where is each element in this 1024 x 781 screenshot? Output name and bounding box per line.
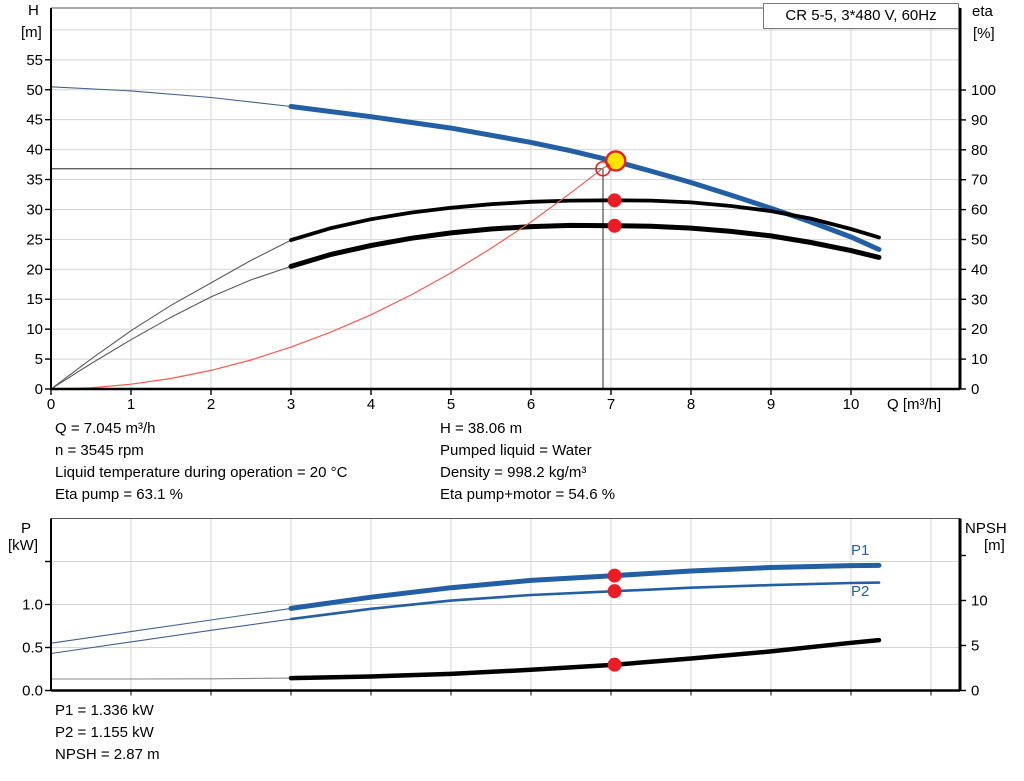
p-axis-title: P bbox=[21, 520, 32, 537]
annotation-line: H = 38.06 m bbox=[440, 420, 523, 437]
svg-text:70: 70 bbox=[971, 172, 988, 189]
svg-text:10: 10 bbox=[971, 351, 988, 368]
svg-text:25: 25 bbox=[26, 231, 43, 248]
svg-text:40: 40 bbox=[971, 261, 988, 278]
eta-axis-unit: [%] bbox=[973, 25, 995, 42]
svg-text:7: 7 bbox=[607, 396, 615, 413]
svg-text:8: 8 bbox=[687, 396, 695, 413]
svg-text:60: 60 bbox=[971, 202, 988, 219]
svg-text:5: 5 bbox=[971, 638, 979, 655]
svg-text:100: 100 bbox=[971, 82, 996, 99]
svg-text:0.0: 0.0 bbox=[22, 683, 43, 700]
svg-text:35: 35 bbox=[26, 172, 43, 189]
svg-text:90: 90 bbox=[971, 112, 988, 129]
operating-data-right: H = 38.06 m Pumped liquid = Water Densit… bbox=[440, 418, 615, 506]
annotation-line: NPSH = 2.87 m bbox=[55, 746, 160, 763]
svg-text:55: 55 bbox=[26, 52, 43, 69]
svg-text:20: 20 bbox=[26, 261, 43, 278]
pump-title-box: CR 5-5, 3*480 V, 60Hz bbox=[763, 3, 959, 29]
svg-text:3: 3 bbox=[287, 396, 295, 413]
svg-text:10: 10 bbox=[26, 321, 43, 338]
svg-text:0: 0 bbox=[35, 381, 43, 398]
annotation-line: Q = 7.045 m³/h bbox=[55, 420, 156, 437]
operating-data-left: Q = 7.045 m³/h n = 3545 rpm Liquid tempe… bbox=[55, 418, 347, 506]
svg-text:40: 40 bbox=[26, 142, 43, 159]
svg-text:1: 1 bbox=[127, 396, 135, 413]
eta-axis-title: eta bbox=[972, 3, 993, 20]
annotation-line: Eta pump = 63.1 % bbox=[55, 486, 183, 503]
h-axis-unit: [m] bbox=[21, 24, 42, 41]
svg-text:0: 0 bbox=[971, 381, 979, 398]
svg-text:2: 2 bbox=[207, 396, 215, 413]
svg-text:10: 10 bbox=[843, 396, 860, 413]
h-axis-title: H bbox=[28, 2, 39, 19]
svg-text:6: 6 bbox=[527, 396, 535, 413]
svg-text:50: 50 bbox=[26, 82, 43, 99]
svg-text:0: 0 bbox=[47, 396, 55, 413]
p-axis-unit: [kW] bbox=[8, 537, 38, 554]
annotation-line: P2 = 1.155 kW bbox=[55, 724, 154, 741]
annotation-line: Liquid temperature during operation = 20… bbox=[55, 464, 348, 481]
npsh-axis-unit: [m] bbox=[984, 537, 1005, 554]
q-axis-title: Q [m³/h] bbox=[887, 396, 942, 413]
svg-text:4: 4 bbox=[367, 396, 375, 413]
power-data-block: P1 = 1.336 kW P2 = 1.155 kW NPSH = 2.87 … bbox=[55, 700, 160, 766]
annotation-line: Pumped liquid = Water bbox=[440, 442, 592, 459]
p1-curve-label: P1 bbox=[851, 542, 870, 559]
svg-text:50: 50 bbox=[971, 232, 988, 249]
p2-curve-label: P2 bbox=[851, 583, 870, 600]
svg-text:30: 30 bbox=[971, 291, 988, 308]
annotation-line: Density = 998.2 kg/m³ bbox=[440, 464, 587, 481]
svg-text:1.0: 1.0 bbox=[22, 597, 43, 614]
annotation-line: n = 3545 rpm bbox=[55, 442, 144, 459]
svg-text:80: 80 bbox=[971, 142, 988, 159]
npsh-axis-title: NPSH bbox=[965, 520, 1007, 537]
svg-text:5: 5 bbox=[35, 351, 43, 368]
svg-text:5: 5 bbox=[447, 396, 455, 413]
svg-text:30: 30 bbox=[26, 201, 43, 218]
svg-text:0.5: 0.5 bbox=[22, 640, 43, 657]
svg-text:9: 9 bbox=[767, 396, 775, 413]
svg-text:0: 0 bbox=[971, 683, 979, 700]
svg-text:20: 20 bbox=[971, 321, 988, 338]
annotation-line: P1 = 1.336 kW bbox=[55, 702, 154, 719]
svg-text:10: 10 bbox=[971, 593, 988, 610]
svg-text:45: 45 bbox=[26, 112, 43, 129]
svg-text:15: 15 bbox=[26, 291, 43, 308]
annotation-line: Eta pump+motor = 54.6 % bbox=[440, 486, 616, 503]
